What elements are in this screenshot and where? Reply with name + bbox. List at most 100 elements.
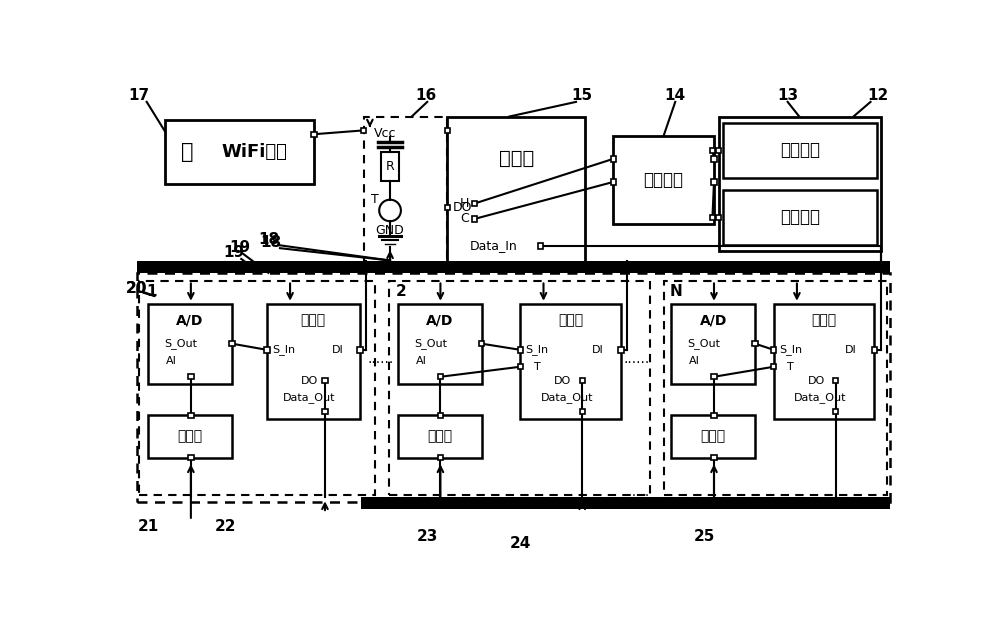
Bar (711, 374, 717, 379)
Bar (357, 347, 363, 352)
Text: ......: ...... (623, 352, 650, 366)
Text: 2: 2 (396, 284, 406, 298)
Text: DI: DI (332, 345, 344, 355)
Text: 19: 19 (229, 240, 250, 255)
Text: 单片机: 单片机 (301, 313, 326, 328)
Text: DO: DO (453, 201, 473, 214)
Bar (472, 216, 477, 222)
Bar (388, 281, 650, 494)
Text: H: H (460, 197, 469, 210)
Bar (139, 281, 375, 494)
Bar (520, 303, 621, 419)
Bar (165, 121, 314, 184)
Text: Data_Out: Data_Out (283, 392, 336, 403)
Text: DO: DO (808, 376, 825, 386)
Text: GND: GND (376, 224, 404, 237)
Bar (710, 214, 715, 220)
Text: S_In: S_In (779, 344, 802, 355)
Text: T: T (787, 362, 794, 372)
Text: 13: 13 (777, 88, 798, 103)
Text: ......: ...... (368, 352, 394, 366)
Bar (445, 205, 450, 210)
Text: 12: 12 (868, 88, 889, 103)
Text: S_In: S_In (272, 344, 295, 355)
Bar (322, 378, 328, 383)
Bar (538, 243, 543, 248)
Bar (752, 341, 758, 346)
Text: 制冷装置: 制冷装置 (780, 208, 820, 226)
Text: Data_In: Data_In (470, 239, 518, 252)
Text: 25: 25 (694, 528, 715, 544)
Bar (833, 378, 838, 383)
Bar (137, 261, 890, 273)
Text: AI: AI (416, 357, 426, 366)
Text: S_Out: S_Out (687, 338, 720, 349)
Bar (580, 408, 585, 414)
Text: 22: 22 (215, 519, 237, 535)
Bar (148, 415, 232, 457)
Bar (381, 152, 399, 181)
Bar (264, 347, 270, 352)
Text: 24: 24 (510, 536, 531, 551)
Bar (618, 347, 624, 352)
Bar (322, 408, 328, 414)
Bar (361, 497, 890, 509)
Text: A/D: A/D (426, 313, 453, 328)
Bar (479, 341, 484, 346)
Bar (438, 374, 443, 379)
Text: R: R (386, 160, 394, 173)
Text: 传感器: 传感器 (427, 429, 452, 443)
Bar (711, 455, 717, 460)
Text: 14: 14 (665, 88, 686, 103)
Text: S_Out: S_Out (414, 338, 447, 349)
Bar (664, 281, 887, 494)
Bar (188, 455, 194, 460)
Text: Vcc: Vcc (374, 127, 397, 140)
Bar (518, 364, 523, 370)
Bar (398, 415, 482, 457)
Bar (311, 132, 317, 137)
Text: DO: DO (554, 376, 572, 386)
Text: N: N (670, 284, 682, 298)
Text: 传感器: 传感器 (701, 429, 726, 443)
Bar (447, 117, 585, 266)
Bar (188, 374, 194, 379)
Text: Data_Out: Data_Out (794, 392, 846, 403)
Bar (472, 201, 477, 206)
Text: 传感器: 传感器 (178, 429, 203, 443)
Bar (771, 364, 776, 370)
Text: 23: 23 (417, 528, 438, 544)
Text: 加热装置: 加热装置 (780, 142, 820, 159)
Text: 15: 15 (572, 88, 593, 103)
Text: 单片机: 单片机 (499, 150, 534, 168)
Bar (711, 179, 717, 185)
Text: 21: 21 (138, 519, 159, 535)
Bar (188, 413, 194, 418)
Text: 20: 20 (126, 281, 147, 296)
Bar (267, 303, 360, 419)
Text: AI: AI (689, 357, 700, 366)
Bar (445, 128, 450, 133)
Text: DI: DI (845, 345, 857, 355)
Text: T: T (371, 193, 378, 206)
Bar (364, 117, 447, 263)
Bar (716, 214, 721, 220)
Bar (872, 347, 877, 352)
Text: 18: 18 (260, 234, 281, 250)
Text: AI: AI (166, 357, 177, 366)
Text: ......: ...... (623, 485, 650, 499)
Bar (438, 413, 443, 418)
Bar (723, 190, 877, 245)
Bar (719, 117, 881, 252)
Text: 16: 16 (415, 88, 436, 103)
Bar (580, 378, 585, 383)
Bar (671, 415, 755, 457)
Bar (716, 148, 721, 153)
Text: A/D: A/D (176, 313, 204, 328)
Text: DI: DI (592, 345, 604, 355)
Bar (710, 148, 715, 153)
Bar (613, 136, 714, 224)
Bar (137, 273, 890, 502)
Text: S_In: S_In (526, 344, 549, 355)
Text: 1: 1 (146, 284, 157, 298)
